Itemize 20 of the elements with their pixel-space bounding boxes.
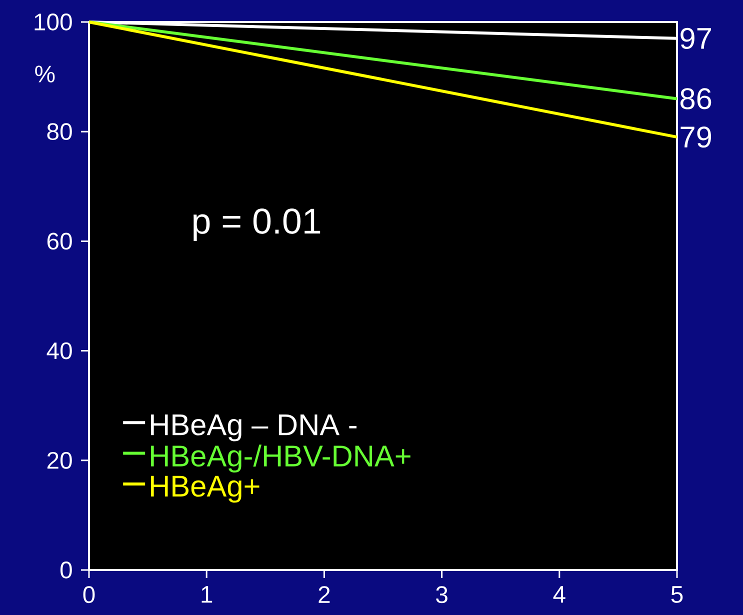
y-tick-label: 80 <box>47 123 72 140</box>
legend-label: HBeAg-/HBV-DNA+ <box>151 444 410 473</box>
x-tick-label: 1 <box>202 586 212 603</box>
x-tick-label: 3 <box>436 586 448 604</box>
data-label: 97 <box>680 28 711 50</box>
y-axis-title: % <box>35 66 55 82</box>
y-tick-label: 0 <box>60 562 72 578</box>
y-tick-label: 40 <box>46 342 72 360</box>
y-tick-label: 20 <box>47 452 72 469</box>
annotation: p = 0.01 <box>194 208 320 241</box>
data-label: 79 <box>680 126 712 148</box>
x-tick-label: 5 <box>671 586 683 603</box>
x-tick-label: 2 <box>318 586 330 603</box>
y-tick-label: 60 <box>47 232 72 250</box>
x-tick-label: 4 <box>553 586 566 603</box>
legend-label: HBeAg – DNA - <box>151 414 356 442</box>
data-label: 86 <box>680 88 712 110</box>
y-tick-label: 100 <box>34 14 72 30</box>
legend-label: HBeAg+ <box>151 476 260 503</box>
x-tick-label: 0 <box>83 586 95 604</box>
